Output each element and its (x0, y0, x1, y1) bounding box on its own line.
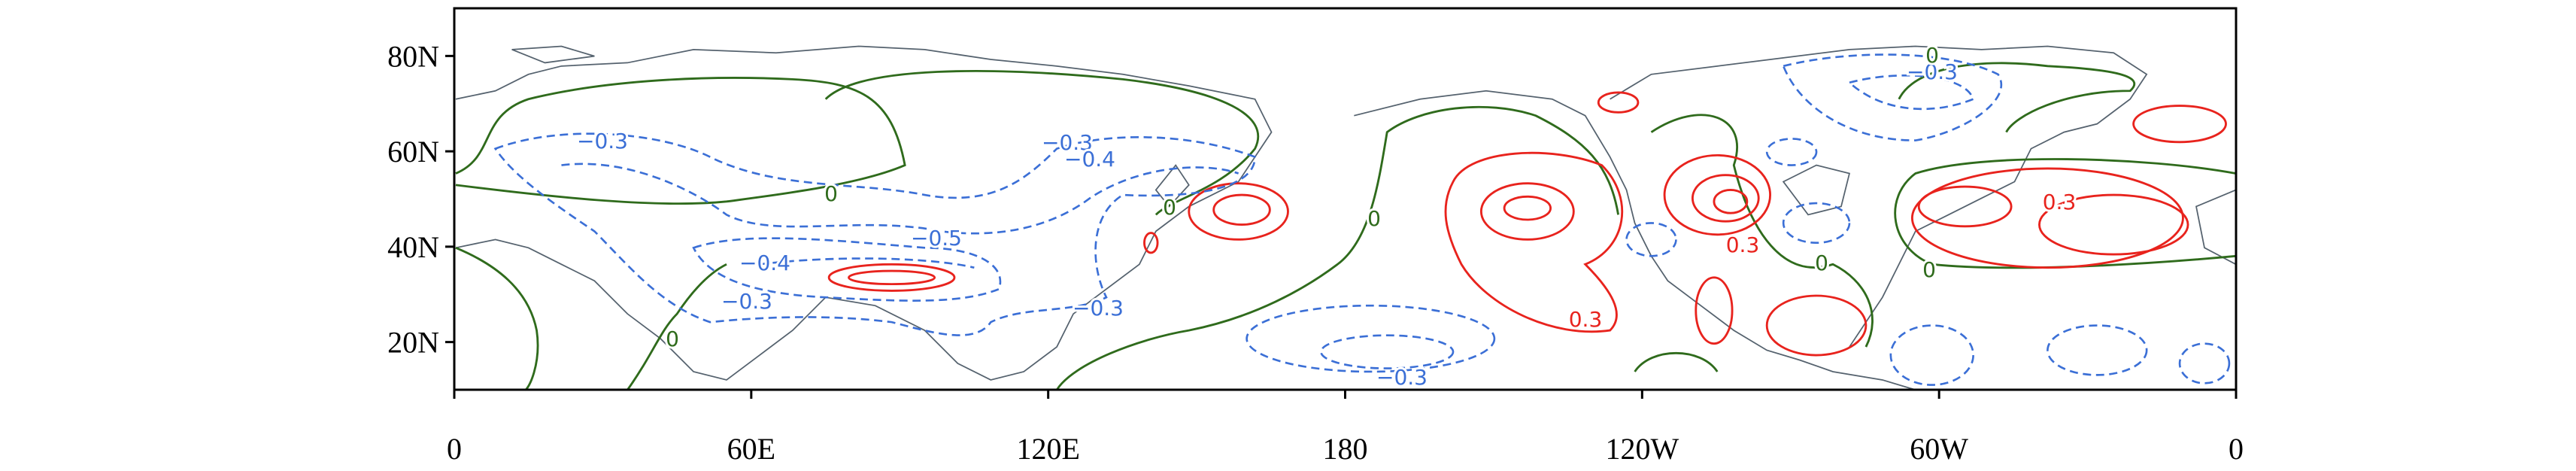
negative-contours (493, 53, 2231, 386)
x-tick-label: 120E (1016, 432, 1079, 466)
contour-label: 0.3 (1726, 232, 1760, 257)
contour-label: −0.3 (721, 289, 772, 314)
contour-label: 0 (824, 181, 838, 206)
contour-label: 0 (666, 327, 679, 351)
coastlines (455, 45, 2237, 390)
contour-label: −0.3 (1907, 59, 1958, 84)
contour-label: −0.5 (911, 226, 962, 251)
x-tick-label: 60E (727, 432, 775, 466)
contour-label: 0 (1925, 43, 1939, 68)
x-tick-label: 0 (2229, 432, 2244, 466)
contour-label: −0.3 (577, 129, 628, 153)
y-tick-label: 40N (387, 230, 439, 264)
x-tick-label: 60W (1910, 432, 1968, 466)
contour-field (455, 45, 2237, 391)
contour-label: −0.4 (739, 251, 790, 275)
contour-label: 0.3 (1569, 307, 1603, 332)
x-tick-label: 120W (1605, 432, 1679, 466)
zero-contours (455, 62, 2236, 391)
contour-label: 0 (1815, 251, 1828, 275)
x-tick-label: 180 (1323, 432, 1368, 466)
contour-label: 0.3 (2043, 190, 2077, 214)
x-tick-label: 0 (447, 432, 462, 466)
contour-label: −0.3 (1073, 296, 1124, 321)
positive-contours (827, 91, 2227, 357)
contour-label: −0.3 (1042, 130, 1093, 155)
y-tick-label: 20N (387, 326, 439, 360)
contour-label: −0.3 (1376, 365, 1428, 390)
y-tick-label: 80N (387, 39, 439, 73)
contour-label: 0 (1367, 206, 1381, 231)
contour-label: 0 (1922, 257, 1936, 282)
contour-label: 0 (1163, 195, 1176, 220)
contour-label: −0.4 (1064, 147, 1115, 172)
y-tick-label: 60N (387, 135, 439, 169)
